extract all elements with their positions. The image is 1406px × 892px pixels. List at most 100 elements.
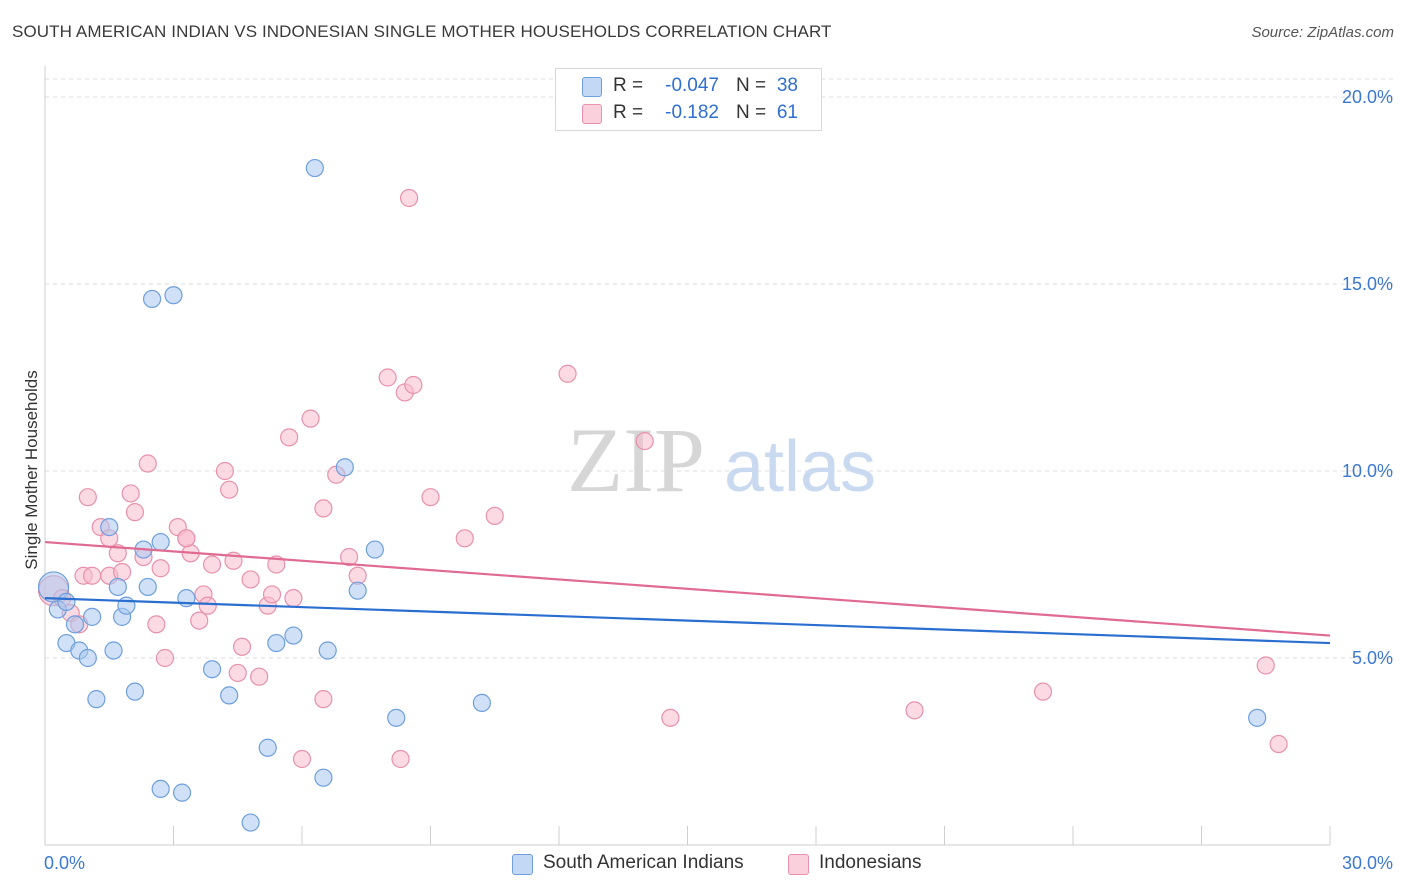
indonesian-point bbox=[284, 589, 303, 608]
blue-swatch bbox=[582, 77, 602, 97]
indonesian-point bbox=[1256, 656, 1275, 675]
tick-labels: 5.0% 10.0% 15.0% 20.0% 0.0% 30.0% bbox=[44, 87, 1393, 873]
trend-line-south-american-indians bbox=[44, 597, 1331, 645]
y-tick-label: 20.0% bbox=[1342, 87, 1393, 107]
indonesian-point bbox=[314, 690, 333, 709]
trend-lines bbox=[44, 540, 1331, 645]
indonesian-point bbox=[112, 562, 132, 582]
indonesian-point bbox=[1033, 682, 1053, 701]
y-tick-label: 15.0% bbox=[1342, 274, 1393, 294]
indonesian-point bbox=[241, 570, 260, 589]
south-american-indian-point bbox=[387, 708, 406, 727]
south-american-indian-point bbox=[472, 693, 491, 712]
indonesian-point bbox=[558, 364, 577, 383]
south-american-indian-point bbox=[335, 458, 354, 477]
y-tick-label: 5.0% bbox=[1352, 648, 1393, 668]
pink-swatch bbox=[788, 854, 809, 875]
south-american-indian-point bbox=[108, 577, 127, 597]
south-american-indian-point bbox=[305, 158, 324, 178]
south-american-indian-point bbox=[267, 633, 286, 653]
x-tick-label: 30.0% bbox=[1342, 853, 1393, 873]
source-label: Source: ZipAtlas.com bbox=[1251, 24, 1394, 41]
indonesian-point bbox=[138, 454, 157, 473]
axes bbox=[44, 66, 1331, 846]
indonesian-point bbox=[340, 547, 359, 567]
r-value: -0.182 bbox=[665, 102, 719, 123]
indonesian-point bbox=[455, 529, 474, 548]
south-american-indian-point bbox=[83, 607, 102, 626]
indonesian-point bbox=[250, 667, 269, 686]
stats-row-south-american-indians: R = -0.047 N = 38 bbox=[556, 73, 821, 99]
indonesian-point bbox=[485, 506, 504, 525]
south-american-indian-point bbox=[100, 517, 119, 537]
south-american-indian-point bbox=[258, 738, 277, 757]
indonesian-point bbox=[202, 555, 222, 574]
south-american-indian-point bbox=[172, 783, 192, 802]
south-american-indian-point bbox=[365, 540, 384, 559]
indonesian-point bbox=[391, 749, 410, 769]
indonesian-point bbox=[198, 596, 217, 615]
indonesian-point bbox=[108, 544, 127, 563]
y-tick-label: 10.0% bbox=[1342, 461, 1393, 481]
n-value: 38 bbox=[776, 75, 798, 96]
indonesian-point bbox=[151, 559, 170, 578]
south-american-indian-point bbox=[202, 660, 222, 679]
south-american-indian-point bbox=[151, 532, 170, 552]
south-american-indian-point bbox=[125, 682, 145, 701]
watermark: ZIP atlas bbox=[567, 409, 876, 511]
south-american-indian-point bbox=[284, 626, 303, 645]
south-american-indian-point bbox=[104, 641, 123, 660]
legend-label: Indonesians bbox=[819, 852, 922, 873]
indonesian-point bbox=[399, 188, 419, 208]
indonesian-point bbox=[228, 663, 247, 683]
south-american-indian-point bbox=[57, 592, 76, 612]
south-american-indian-point bbox=[314, 768, 333, 787]
indonesian-point bbox=[635, 431, 654, 451]
indonesian-point bbox=[190, 611, 209, 630]
south-american-indian-point bbox=[142, 289, 162, 309]
south-american-indian-point bbox=[220, 686, 239, 705]
indonesian-point bbox=[292, 749, 312, 769]
south-american-indian-point bbox=[318, 641, 337, 660]
south-american-indian-point bbox=[1248, 708, 1267, 727]
indonesian-point bbox=[215, 461, 234, 481]
y-axis-label-wrap: Single Mother Households bbox=[2, 370, 62, 569]
n-value: 61 bbox=[776, 102, 798, 123]
stats-legend: R = -0.047 N = 38 R = -0.182 N = 61 bbox=[555, 68, 822, 131]
indonesian-point bbox=[421, 488, 440, 507]
x-tick-label: 0.0% bbox=[44, 853, 85, 873]
indonesian-point bbox=[83, 566, 102, 585]
south-american-indian-point bbox=[164, 286, 183, 305]
south-american-indian-point bbox=[138, 577, 157, 597]
indonesian-point bbox=[1269, 734, 1288, 754]
indonesian-point bbox=[280, 428, 299, 447]
indonesian-point bbox=[155, 648, 175, 668]
r-label: R = bbox=[613, 75, 644, 96]
south-american-indian-point bbox=[65, 615, 85, 634]
south-american-indian-point bbox=[151, 779, 170, 799]
n-label: N = bbox=[736, 75, 767, 96]
south-american-indian-point bbox=[78, 648, 97, 668]
indonesian-point bbox=[301, 409, 320, 428]
pink-swatch bbox=[582, 104, 602, 124]
blue-swatch bbox=[512, 854, 533, 875]
indonesian-point bbox=[147, 615, 166, 634]
indonesian-point bbox=[78, 488, 97, 507]
south-american-indian-point bbox=[348, 581, 367, 600]
stats-row-indonesians: R = -0.182 N = 61 bbox=[556, 100, 821, 126]
south-american-indian-point bbox=[87, 690, 106, 709]
south-american-indian-point bbox=[241, 813, 260, 832]
indonesian-point bbox=[404, 375, 423, 395]
y-axis-label: Single Mother Households bbox=[22, 370, 41, 570]
indonesian-point bbox=[232, 637, 252, 656]
trend-line-indonesians bbox=[44, 540, 1331, 637]
indonesian-point bbox=[905, 701, 924, 720]
r-label: R = bbox=[613, 102, 644, 123]
n-label: N = bbox=[736, 102, 767, 123]
chart-title: SOUTH AMERICAN INDIAN VS INDONESIAN SING… bbox=[12, 22, 832, 41]
indonesian-point bbox=[220, 480, 239, 499]
watermark-zip: ZIP bbox=[567, 409, 705, 511]
indonesian-point bbox=[121, 484, 140, 503]
indonesian-point bbox=[661, 708, 680, 727]
